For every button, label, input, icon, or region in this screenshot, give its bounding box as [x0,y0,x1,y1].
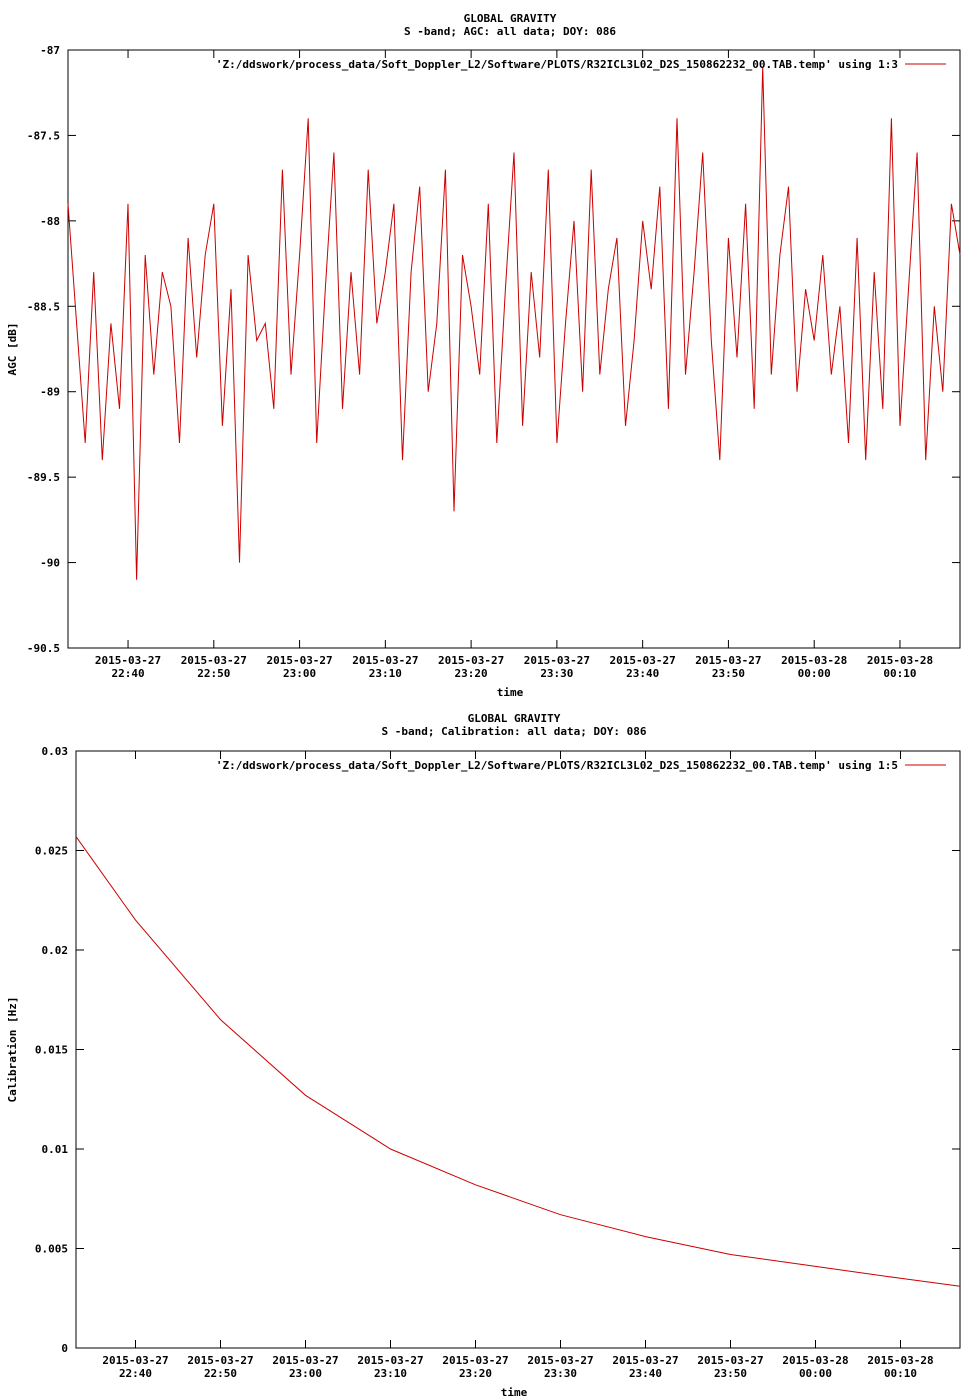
chart-subtitle: S -band; AGC: all data; DOY: 086 [404,25,616,38]
chart-title: GLOBAL GRAVITY [468,712,561,725]
y-axis-label: Calibration [Hz] [6,997,19,1103]
x-tick-date: 2015-03-28 [867,654,933,667]
x-tick-time: 22:40 [111,667,144,680]
x-tick-date: 2015-03-27 [95,654,161,667]
y-tick-label: 0.015 [35,1044,68,1057]
x-tick-time: 22:40 [119,1367,152,1380]
x-tick-date: 2015-03-27 [697,1354,763,1367]
x-tick-date: 2015-03-27 [610,654,676,667]
chart-title: GLOBAL GRAVITY [464,12,557,25]
x-tick-date: 2015-03-27 [272,1354,338,1367]
x-tick-time: 00:10 [883,667,916,680]
y-tick-label: 0.01 [42,1143,69,1156]
x-tick-time: 00:10 [884,1367,917,1380]
x-tick-date: 2015-03-27 [266,654,332,667]
x-tick-time: 23:00 [283,667,316,680]
x-tick-date: 2015-03-27 [442,1354,508,1367]
y-tick-label: -87.5 [27,129,60,142]
x-tick-date: 2015-03-27 [438,654,504,667]
x-tick-time: 23:10 [369,667,402,680]
x-tick-date: 2015-03-27 [695,654,761,667]
x-tick-time: 23:40 [626,667,659,680]
x-tick-date: 2015-03-27 [527,1354,593,1367]
y-tick-label: 0.025 [35,845,68,858]
chart-subtitle: S -band; Calibration: all data; DOY: 086 [382,725,647,738]
x-tick-date: 2015-03-28 [781,654,847,667]
y-tick-label: 0.02 [42,944,69,957]
x-tick-time: 23:00 [289,1367,322,1380]
x-tick-time: 23:30 [544,1367,577,1380]
x-tick-time: 23:50 [714,1367,747,1380]
x-tick-date: 2015-03-27 [187,1354,253,1367]
x-tick-date: 2015-03-27 [612,1354,678,1367]
series-line [67,67,961,580]
x-tick-time: 23:40 [629,1367,662,1380]
x-tick-time: 00:00 [799,1367,832,1380]
x-tick-date: 2015-03-27 [102,1354,168,1367]
y-axis-label: AGC [dB] [6,323,19,376]
x-tick-time: 23:20 [459,1367,492,1380]
y-tick-label: -90.5 [27,642,60,655]
y-tick-label: 0.005 [35,1243,68,1256]
x-tick-date: 2015-03-28 [782,1354,848,1367]
x-tick-time: 23:20 [455,667,488,680]
legend-label: 'Z:/ddswork/process_data/Soft_Doppler_L2… [216,58,898,71]
plot-frame [67,49,961,649]
x-tick-time: 23:10 [374,1367,407,1380]
x-tick-time: 22:50 [204,1367,237,1380]
x-tick-time: 23:50 [712,667,745,680]
x-tick-date: 2015-03-28 [867,1354,933,1367]
y-tick-label: -88.5 [27,300,60,313]
x-axis-label: time [501,1386,528,1399]
plot-frame [75,750,961,1349]
y-tick-label: -89.5 [27,471,60,484]
x-tick-date: 2015-03-27 [357,1354,423,1367]
x-axis-label: time [497,686,524,699]
y-tick-label: -87 [40,44,60,57]
x-tick-date: 2015-03-27 [352,654,418,667]
series-line [75,836,961,1287]
legend-label: 'Z:/ddswork/process_data/Soft_Doppler_L2… [216,759,898,772]
x-tick-time: 22:50 [197,667,230,680]
y-tick-label: -90 [40,557,60,570]
x-tick-time: 23:30 [540,667,573,680]
x-tick-date: 2015-03-27 [181,654,247,667]
x-tick-time: 00:00 [798,667,831,680]
y-tick-label: 0 [61,1342,68,1355]
y-tick-label: -88 [40,215,60,228]
y-tick-label: -89 [40,386,60,399]
y-tick-label: 0.03 [42,745,69,758]
x-tick-date: 2015-03-27 [524,654,590,667]
